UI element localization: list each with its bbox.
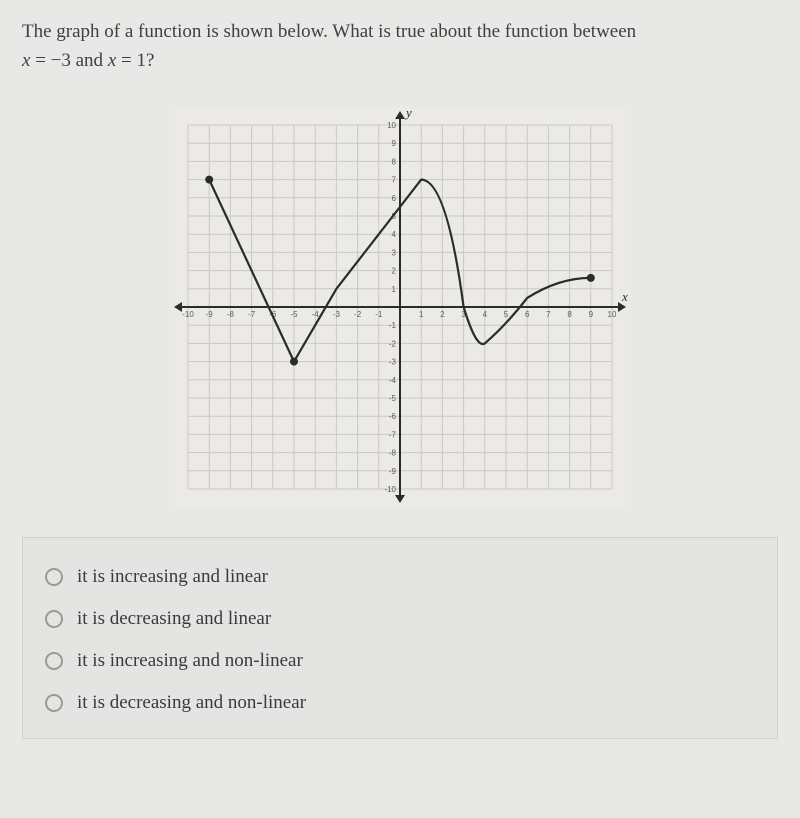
svg-text:1: 1 [419,310,424,319]
svg-text:5: 5 [504,310,509,319]
svg-text:-1: -1 [375,310,383,319]
svg-text:-1: -1 [389,321,397,330]
svg-text:9: 9 [589,310,594,319]
svg-text:-10: -10 [384,485,396,494]
svg-text:1: 1 [392,285,397,294]
svg-text:6: 6 [525,310,530,319]
answer-option[interactable]: it is increasing and non-linear [45,640,755,682]
svg-text:2: 2 [392,267,397,276]
question-line2: x = −3 and x = 1? [22,50,154,71]
svg-text:-8: -8 [227,310,235,319]
svg-text:3: 3 [392,248,397,257]
svg-text:-2: -2 [389,339,397,348]
answer-option[interactable]: it is decreasing and linear [45,598,755,640]
radio-icon [45,652,63,670]
svg-text:-8: -8 [389,449,397,458]
svg-text:-7: -7 [248,310,256,319]
svg-text:9: 9 [392,139,397,148]
answer-option[interactable]: it is decreasing and non-linear [45,682,755,724]
svg-text:-10: -10 [182,310,194,319]
svg-text:x: x [621,289,628,304]
svg-text:-4: -4 [312,310,320,319]
svg-text:-6: -6 [389,412,397,421]
svg-text:8: 8 [567,310,572,319]
svg-text:-9: -9 [389,467,397,476]
answer-option[interactable]: it is increasing and linear [45,556,755,598]
answer-label: it is increasing and non-linear [77,650,303,672]
svg-text:-3: -3 [333,310,341,319]
radio-icon [45,568,63,586]
svg-text:4: 4 [392,230,397,239]
svg-text:10: 10 [608,310,617,319]
svg-text:8: 8 [392,157,397,166]
svg-text:4: 4 [483,310,488,319]
answers-panel: it is increasing and linear it is decrea… [22,537,778,739]
answer-label: it is decreasing and linear [77,608,271,630]
svg-text:2: 2 [440,310,445,319]
svg-text:7: 7 [392,176,397,185]
svg-text:-3: -3 [389,358,397,367]
svg-text:7: 7 [546,310,551,319]
answer-label: it is increasing and linear [77,566,268,588]
radio-icon [45,610,63,628]
answer-label: it is decreasing and non-linear [77,692,306,714]
svg-text:-5: -5 [389,394,397,403]
svg-text:-2: -2 [354,310,362,319]
question-text: The graph of a function is shown below. … [22,18,778,75]
svg-text:6: 6 [392,194,397,203]
svg-text:-9: -9 [206,310,214,319]
chart-container: -10 -9 -8 -7 -6 -5 -4 -3 -2 -1 1 2 3 4 5 6 7 8 9 10 -10 -9 -8 -… [22,83,778,537]
function-graph: -10 -9 -8 -7 -6 -5 -4 -3 -2 -1 1 2 3 4 5 6 7 8 9 10 -10 -9 -8 -… [170,107,630,507]
svg-text:-5: -5 [290,310,298,319]
svg-text:-7: -7 [389,430,397,439]
svg-text:-4: -4 [389,376,397,385]
svg-text:y: y [404,107,412,120]
svg-text:10: 10 [387,121,396,130]
question-line1: The graph of a function is shown below. … [22,21,636,42]
radio-icon [45,694,63,712]
